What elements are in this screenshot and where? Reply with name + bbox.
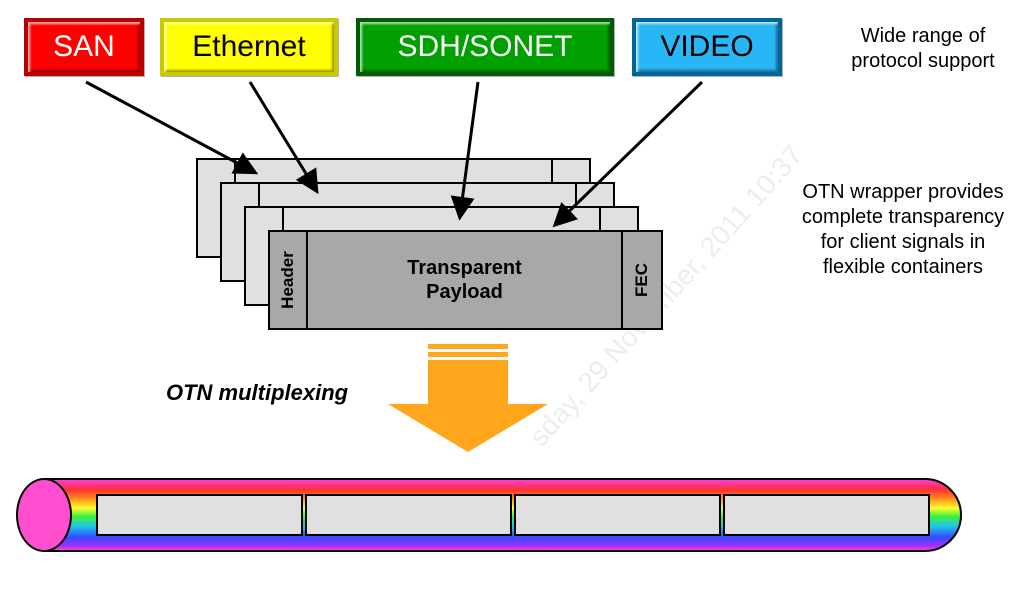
caption-otn-wrapper: OTN wrapper provides complete transparen… xyxy=(790,180,1016,280)
fiber-pipe-end-cap xyxy=(16,478,72,552)
protocol-video-label: VIDEO xyxy=(660,30,753,64)
frame-payload-section: TransparentPayload xyxy=(308,232,623,328)
protocol-ethernet-button: Ethernet xyxy=(160,18,338,76)
protocol-sdh-sonet-button: SDH/SONET xyxy=(356,18,614,76)
protocol-san-label: SAN xyxy=(53,30,115,64)
protocol-san-button: SAN xyxy=(24,18,144,76)
pipe-slot xyxy=(96,494,303,536)
pipe-slot xyxy=(305,494,512,536)
frame-payload-label: TransparentPayload xyxy=(407,256,521,304)
caption-protocol-support: Wide range of protocol support xyxy=(828,24,1018,74)
otn-multiplexing-arrow xyxy=(388,344,548,452)
frame-fec-section: FEC xyxy=(623,232,661,328)
otn-multiplexing-label: OTN multiplexing xyxy=(166,380,348,406)
fiber-pipe xyxy=(16,478,976,552)
frame-fec-label: FEC xyxy=(632,263,652,297)
protocol-ethernet-label: Ethernet xyxy=(192,30,305,64)
frame-header-section: Header xyxy=(270,232,308,328)
pipe-slot xyxy=(723,494,930,536)
protocol-video-button: VIDEO xyxy=(632,18,782,76)
fiber-pipe-slots xyxy=(96,494,930,536)
frame-header-label: Header xyxy=(278,251,298,309)
otn-frame-main: Header TransparentPayload FEC xyxy=(268,230,663,330)
protocol-sdh-sonet-label: SDH/SONET xyxy=(397,30,572,64)
pipe-slot xyxy=(514,494,721,536)
diagram-canvas: sday, 29 November, 2011 10:37 SAN Ethern… xyxy=(0,0,1024,606)
